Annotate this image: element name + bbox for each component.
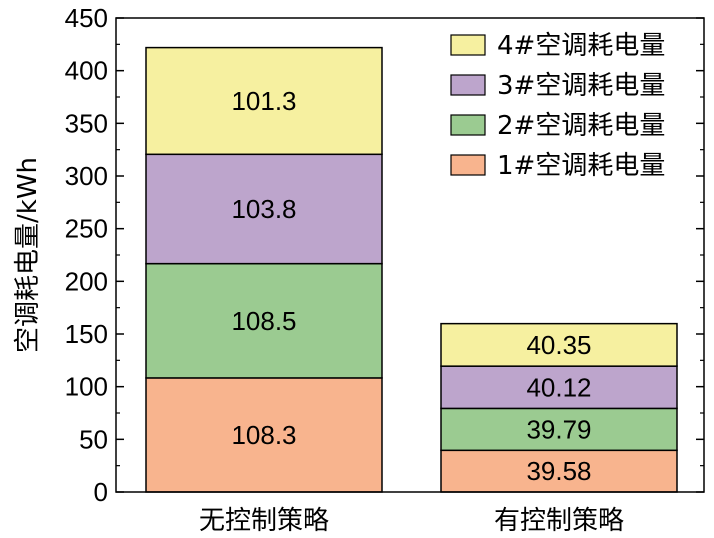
y-tick-label: 400: [65, 56, 108, 86]
legend-swatch: [450, 74, 486, 96]
data-label: 101.3: [231, 86, 296, 116]
data-label: 40.35: [526, 330, 591, 360]
y-axis-title: 空调耗电量/kWh: [13, 157, 43, 353]
x-tick-label: 有控制策略: [494, 506, 624, 536]
y-tick-label: 200: [65, 266, 108, 296]
bar-segment: [145, 377, 383, 493]
y-tick-label: 300: [65, 161, 108, 191]
y-tick-label: 450: [65, 3, 108, 33]
legend-swatch: [450, 34, 486, 56]
data-label: 108.5: [231, 306, 296, 336]
y-tick-label: 150: [65, 319, 108, 349]
bar-segment: [440, 407, 678, 452]
legend-swatch: [450, 154, 486, 176]
legend-label: 3#空调耗电量: [497, 71, 665, 101]
x-tick-label: 无控制策略: [199, 506, 329, 536]
data-label: 39.79: [526, 414, 591, 444]
plot-area: 108.3 108.5 103.8 101.3 无控制策略 39.58 39.79 40.12…: [65, 3, 705, 536]
legend-label: 2#空调耗电量: [497, 111, 665, 141]
y-tick-label: 250: [65, 214, 108, 244]
y-tick-label: 100: [65, 372, 108, 402]
bar-segment: [145, 46, 383, 156]
y-tick-label: 0: [94, 477, 108, 507]
data-label: 40.12: [526, 372, 591, 402]
bar-segment: [440, 365, 678, 410]
legend-label: 1#空调耗电量: [497, 151, 665, 181]
data-label: 103.8: [231, 194, 296, 224]
bar-segment: [145, 262, 383, 379]
bar-segment: [440, 322, 678, 367]
legend-swatch: [450, 114, 486, 136]
y-tick-label: 50: [79, 424, 108, 454]
legend-label: 4#空调耗电量: [497, 31, 665, 61]
data-label: 39.58: [526, 456, 591, 486]
plot-frame: [115, 17, 705, 493]
y-tick-label: 350: [65, 108, 108, 138]
data-label: 108.3: [231, 420, 296, 450]
